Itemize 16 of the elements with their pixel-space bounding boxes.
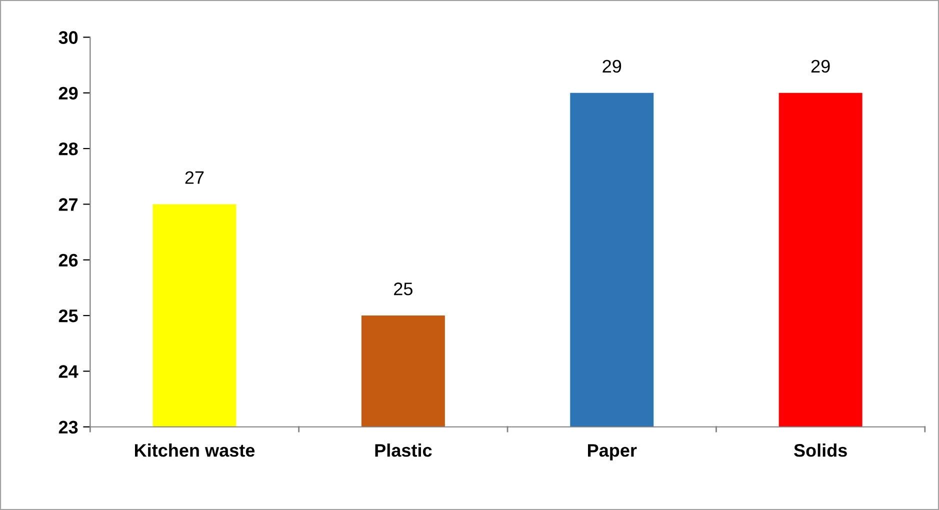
y-tick-label: 23: [58, 420, 78, 434]
x-tick-label: Plastic: [375, 444, 432, 457]
x-tick-label: Kitchen waste: [135, 444, 255, 457]
y-tick-label: 29: [58, 86, 78, 100]
data-label: 29: [602, 60, 622, 73]
data-label: 25: [394, 282, 412, 296]
data-label: 27: [185, 171, 204, 184]
x-tick-label: Solids: [794, 444, 847, 457]
y-tick-label: 30: [58, 31, 78, 44]
y-tick-label: 26: [58, 254, 78, 267]
y-tick-label: 28: [58, 142, 78, 156]
x-tick-label: Paper: [588, 444, 637, 460]
y-tick-label: 25: [58, 309, 78, 322]
data-label: 29: [811, 60, 830, 73]
y-tick-label: 27: [58, 198, 78, 211]
y-tick-label: 24: [58, 365, 78, 378]
